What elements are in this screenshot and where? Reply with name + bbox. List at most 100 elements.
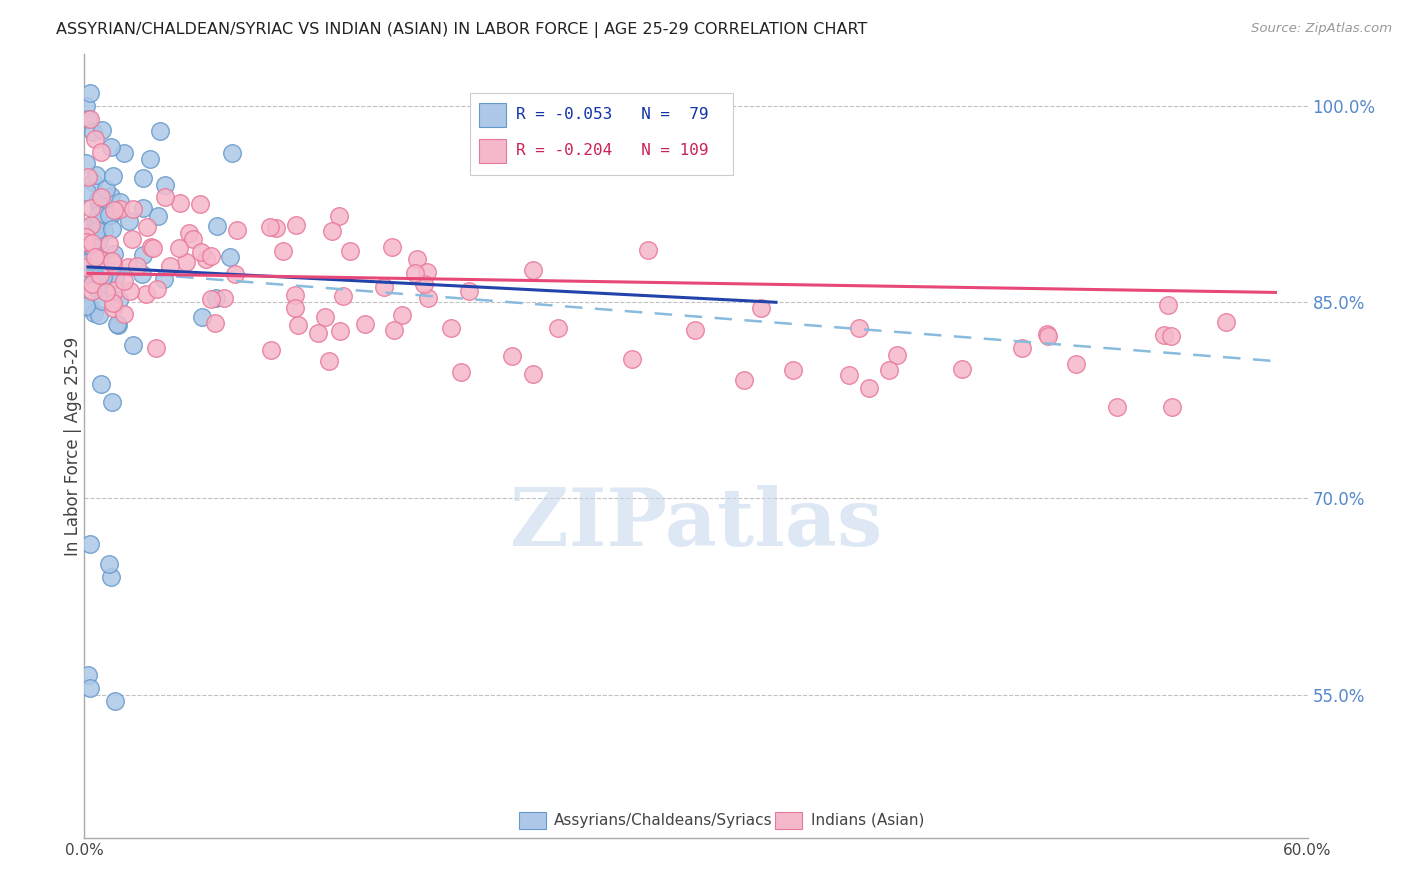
Point <box>146 282 169 296</box>
Point <box>80 201 103 215</box>
Point <box>848 321 870 335</box>
Point <box>1011 341 1033 355</box>
Point <box>225 223 247 237</box>
Point <box>104 694 127 708</box>
Point <box>214 291 236 305</box>
Point <box>87 192 110 206</box>
Point <box>90 199 112 213</box>
Point <box>181 232 204 246</box>
Point <box>135 220 157 235</box>
Point <box>382 323 405 337</box>
Point <box>87 208 110 222</box>
FancyBboxPatch shape <box>470 93 733 175</box>
Point <box>90 377 112 392</box>
Point <box>132 248 155 262</box>
Point <box>838 368 860 382</box>
Point <box>87 308 110 322</box>
Point <box>200 249 222 263</box>
Point <box>118 214 141 228</box>
Point <box>683 323 706 337</box>
Point <box>75 243 97 257</box>
Point <box>149 124 172 138</box>
Point <box>190 197 212 211</box>
Point <box>90 145 112 159</box>
Point <box>1160 329 1182 343</box>
Point <box>101 253 124 268</box>
Text: ZIPatlas: ZIPatlas <box>510 485 882 564</box>
Point <box>264 220 287 235</box>
Text: R = -0.053   N =  79: R = -0.053 N = 79 <box>516 107 709 122</box>
Point <box>77 252 100 266</box>
Point <box>79 112 101 126</box>
Point <box>75 221 97 235</box>
Point <box>75 235 97 250</box>
Point <box>194 252 217 267</box>
Point <box>749 301 772 315</box>
Point <box>318 354 340 368</box>
Text: Assyrians/Chaldeans/Syriacs: Assyrians/Chaldeans/Syriacs <box>554 813 773 828</box>
Point <box>132 201 155 215</box>
Point <box>1157 298 1180 312</box>
Point <box>101 394 124 409</box>
Point <box>83 305 105 319</box>
Point <box>101 222 124 236</box>
Point <box>107 318 129 332</box>
Point <box>332 288 354 302</box>
Point <box>98 207 121 221</box>
Point <box>79 258 101 272</box>
Point <box>75 99 97 113</box>
Point <box>91 293 114 308</box>
Point <box>547 321 569 335</box>
Point <box>86 223 108 237</box>
Point <box>82 175 104 189</box>
Point <box>82 249 104 263</box>
FancyBboxPatch shape <box>479 103 506 127</box>
Point <box>221 146 243 161</box>
Point <box>314 310 336 324</box>
Point <box>96 279 118 293</box>
Point <box>285 219 308 233</box>
Point <box>118 284 141 298</box>
Point <box>121 232 143 246</box>
Point <box>373 280 395 294</box>
Point <box>103 202 125 217</box>
Point <box>84 215 107 229</box>
Point <box>101 169 124 184</box>
Point <box>100 189 122 203</box>
Point <box>135 287 157 301</box>
Point <box>83 131 105 145</box>
Point <box>260 343 283 357</box>
Point <box>103 284 125 298</box>
Point <box>84 219 107 234</box>
Point <box>139 240 162 254</box>
Point <box>522 367 544 381</box>
Text: ASSYRIAN/CHALDEAN/SYRIAC VS INDIAN (ASIAN) IN LABOR FORCE | AGE 25-29 CORRELATIO: ASSYRIAN/CHALDEAN/SYRIAC VS INDIAN (ASIA… <box>56 22 868 38</box>
Point <box>93 224 115 238</box>
Point <box>79 86 101 100</box>
Point <box>79 681 101 695</box>
Point <box>110 202 132 216</box>
Point <box>91 123 114 137</box>
Point <box>100 140 122 154</box>
Point <box>77 668 100 682</box>
Point <box>112 274 135 288</box>
Point <box>100 570 122 584</box>
Point <box>501 349 523 363</box>
Point <box>950 361 973 376</box>
Point <box>75 299 97 313</box>
Point <box>91 269 114 284</box>
Text: R = -0.204   N = 109: R = -0.204 N = 109 <box>516 144 709 159</box>
Point <box>1107 400 1129 414</box>
Point <box>77 255 100 269</box>
Point <box>76 170 98 185</box>
Point <box>84 233 107 247</box>
Point <box>169 196 191 211</box>
Point <box>284 301 307 316</box>
Point <box>733 373 755 387</box>
Text: Source: ZipAtlas.com: Source: ZipAtlas.com <box>1251 22 1392 36</box>
Point <box>89 234 111 248</box>
Point <box>177 226 200 240</box>
Point <box>107 317 129 331</box>
Point <box>100 208 122 222</box>
Point <box>328 210 350 224</box>
